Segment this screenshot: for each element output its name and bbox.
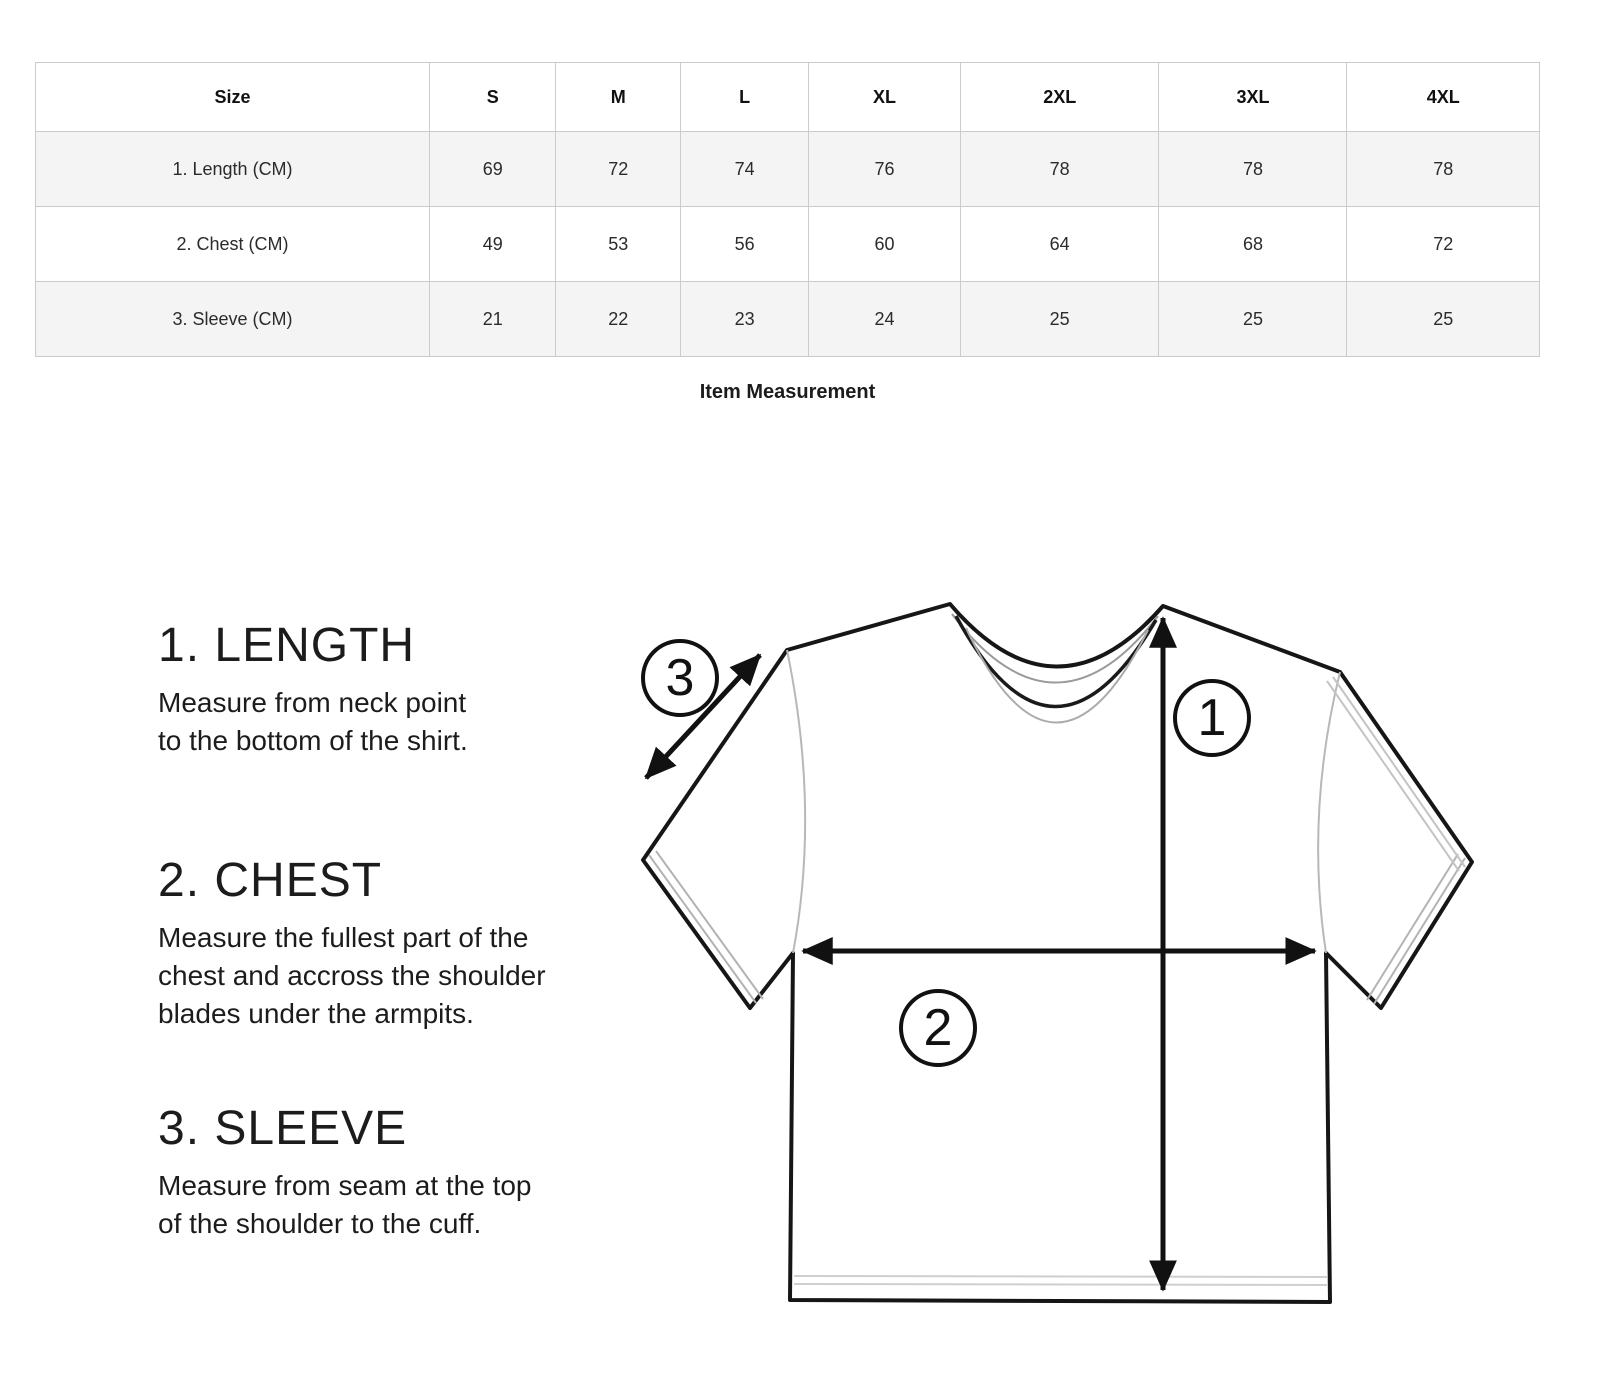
table-cell: 25: [1158, 281, 1348, 357]
table-header-row: Size S M L XL 2XL 3XL 4XL: [34, 62, 1540, 132]
instruction-sleeve-line: Measure from seam at the top: [158, 1170, 532, 1201]
table-cell: 64: [959, 206, 1160, 282]
table-cell: 68: [1158, 206, 1348, 282]
sleeve-arrow: [644, 653, 762, 780]
right-cuff-stitch: [1366, 853, 1466, 1005]
instruction-length: 1. LENGTH Measure from neck point to the…: [158, 620, 468, 760]
table-cell: 25: [1346, 281, 1540, 357]
table-cell: 76: [808, 131, 961, 207]
instruction-chest-line: chest and accross the shoulder: [158, 960, 546, 991]
instruction-length-line: Measure from neck point: [158, 687, 467, 718]
row-label: 2. Chest (CM): [34, 206, 431, 282]
chest-badge: 2: [899, 989, 977, 1067]
table-cell: 25: [959, 281, 1160, 357]
left-cuff-stitch: [648, 850, 764, 1004]
table-cell: 49: [429, 206, 557, 282]
length-badge: 1: [1173, 679, 1251, 757]
size-table-section: Size S M L XL 2XL 3XL 4XL 1. Length (CM)…: [34, 62, 1540, 404]
instruction-chest-line: Measure the fullest part of the: [158, 922, 529, 953]
table-row-length: 1. Length (CM) 69 72 74 76 78 78 78: [34, 131, 1540, 207]
table-row-sleeve: 3. Sleeve (CM) 21 22 23 24 25 25 25: [34, 281, 1540, 357]
table-cell: 56: [680, 206, 810, 282]
size-table: Size S M L XL 2XL 3XL 4XL 1. Length (CM)…: [34, 62, 1540, 357]
table-cell: 72: [555, 131, 682, 207]
sleeve-badge: 3: [641, 639, 719, 717]
table-cell: 22: [555, 281, 682, 357]
col-header-3xl: 3XL: [1158, 62, 1348, 132]
table-cell: 72: [1346, 206, 1540, 282]
col-header-s: S: [429, 62, 557, 132]
table-cell: 24: [808, 281, 961, 357]
instruction-chest-title: 2. CHEST: [158, 854, 383, 907]
table-cell: 53: [555, 206, 682, 282]
instruction-sleeve-title: 3. SLEEVE: [158, 1102, 408, 1155]
col-header-2xl: 2XL: [959, 62, 1160, 132]
sleeve-badge-number: 3: [666, 649, 695, 707]
instruction-length-line: to the bottom of the shirt.: [158, 725, 468, 756]
instruction-sleeve: 3. SLEEVE Measure from seam at the top o…: [158, 1103, 532, 1243]
instruction-chest-line: blades under the armpits.: [158, 998, 474, 1029]
row-label: 1. Length (CM): [34, 131, 431, 207]
left-sleeve-seam: [786, 649, 807, 954]
right-sleeve-seam: [1317, 671, 1341, 954]
table-cell: 23: [680, 281, 810, 357]
col-header-m: M: [555, 62, 682, 132]
col-header-l: L: [680, 62, 810, 132]
length-badge-number: 1: [1198, 689, 1227, 747]
table-cell: 74: [680, 131, 810, 207]
col-header-4xl: 4XL: [1346, 62, 1540, 132]
instruction-length-title: 1. LENGTH: [158, 619, 416, 672]
tshirt-diagram: 3 1 2: [641, 602, 1474, 1304]
chest-badge-number: 2: [924, 999, 953, 1057]
row-label: 3. Sleeve (CM): [34, 281, 431, 357]
table-cell: 69: [429, 131, 557, 207]
table-cell: 78: [1346, 131, 1540, 207]
col-header-size: Size: [34, 62, 431, 132]
table-caption: Item Measurement: [699, 381, 876, 403]
collar-stitch-inner: [965, 627, 1149, 724]
instruction-sleeve-line: of the shoulder to the cuff.: [158, 1208, 482, 1239]
collar-stitch-outer: [951, 613, 1159, 684]
table-cell: 78: [959, 131, 1160, 207]
table-cell: 78: [1158, 131, 1348, 207]
hem-stitch: [793, 1275, 1328, 1286]
table-cell: 60: [808, 206, 961, 282]
table-cell: 21: [429, 281, 557, 357]
right-shoulder-stitch: [1326, 676, 1466, 872]
col-header-xl: XL: [808, 62, 961, 132]
table-row-chest: 2. Chest (CM) 49 53 56 60 64 68 72: [34, 206, 1540, 282]
instruction-chest: 2. CHEST Measure the fullest part of the…: [158, 855, 546, 1033]
